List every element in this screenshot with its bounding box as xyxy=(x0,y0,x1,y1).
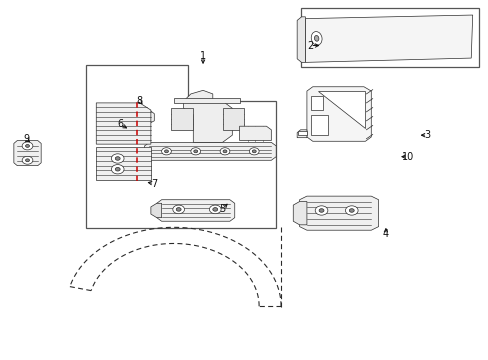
Polygon shape xyxy=(299,196,378,230)
Bar xyxy=(300,8,478,67)
Polygon shape xyxy=(239,126,271,140)
Circle shape xyxy=(111,154,124,163)
Polygon shape xyxy=(96,147,151,180)
Bar xyxy=(310,116,327,135)
Polygon shape xyxy=(293,202,306,225)
Text: 9: 9 xyxy=(23,134,29,144)
Polygon shape xyxy=(306,87,370,141)
Circle shape xyxy=(223,150,226,153)
Polygon shape xyxy=(317,91,365,128)
Circle shape xyxy=(25,159,29,162)
Text: 7: 7 xyxy=(151,179,157,189)
Text: 5: 5 xyxy=(219,204,225,214)
Text: 4: 4 xyxy=(382,229,388,239)
Polygon shape xyxy=(297,130,306,138)
Circle shape xyxy=(161,148,171,155)
Polygon shape xyxy=(96,103,151,144)
Circle shape xyxy=(209,205,221,214)
Polygon shape xyxy=(305,15,472,62)
Bar xyxy=(310,96,323,110)
Text: 8: 8 xyxy=(136,96,142,106)
Circle shape xyxy=(348,209,353,212)
Circle shape xyxy=(22,142,33,150)
Circle shape xyxy=(111,165,124,174)
Polygon shape xyxy=(173,98,239,103)
Circle shape xyxy=(220,148,229,155)
Polygon shape xyxy=(157,200,234,221)
Polygon shape xyxy=(222,108,244,130)
Text: 3: 3 xyxy=(424,130,429,140)
Circle shape xyxy=(176,208,181,211)
Polygon shape xyxy=(112,110,154,123)
Circle shape xyxy=(193,150,197,153)
Polygon shape xyxy=(151,203,161,218)
Circle shape xyxy=(164,150,168,153)
Circle shape xyxy=(22,156,33,164)
Circle shape xyxy=(115,157,120,160)
Circle shape xyxy=(345,206,357,215)
Circle shape xyxy=(319,209,324,212)
Circle shape xyxy=(172,205,184,214)
Circle shape xyxy=(249,148,259,155)
Circle shape xyxy=(115,167,120,171)
Text: 2: 2 xyxy=(306,41,313,50)
Circle shape xyxy=(190,148,200,155)
Polygon shape xyxy=(183,90,232,142)
Text: 6: 6 xyxy=(117,120,123,129)
Circle shape xyxy=(315,206,327,215)
Text: 1: 1 xyxy=(200,51,206,61)
Polygon shape xyxy=(144,142,276,160)
Bar xyxy=(298,131,306,135)
Circle shape xyxy=(212,208,217,211)
Circle shape xyxy=(252,150,256,153)
Polygon shape xyxy=(86,65,276,228)
Ellipse shape xyxy=(311,32,322,45)
Circle shape xyxy=(25,144,29,147)
Text: 10: 10 xyxy=(401,152,413,162)
Ellipse shape xyxy=(314,36,318,41)
Polygon shape xyxy=(171,108,193,130)
Polygon shape xyxy=(14,140,41,166)
Polygon shape xyxy=(297,17,305,62)
